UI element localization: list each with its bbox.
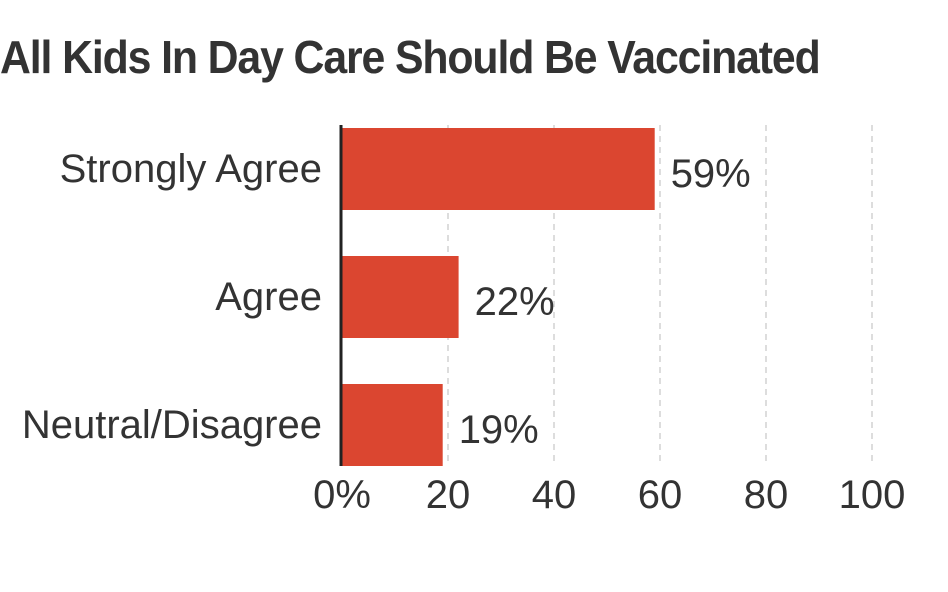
value-label-neutral-disagree: 19% — [459, 408, 539, 452]
category-labels: Strongly Agree Agree Neutral/Disagree — [22, 147, 322, 447]
bar-strongly-agree — [342, 128, 655, 210]
value-labels: 59% 22% 19% — [459, 152, 751, 452]
bars — [342, 128, 655, 466]
category-label-agree: Agree — [215, 275, 322, 319]
x-tick-label-100: 100 — [839, 473, 906, 517]
category-label-strongly-agree: Strongly Agree — [60, 147, 322, 191]
x-tick-label-60: 60 — [638, 473, 683, 517]
bar-neutral-disagree — [342, 384, 443, 466]
x-tick-label-80: 80 — [744, 473, 789, 517]
x-tick-label-20: 20 — [426, 473, 471, 517]
x-tick-label-0: 0% — [313, 473, 371, 517]
chart-title: All Kids In Day Care Should Be Vaccinate… — [0, 31, 821, 83]
x-axis-ticks: 0% 20 40 60 80 100 — [313, 473, 905, 517]
category-label-neutral-disagree: Neutral/Disagree — [22, 403, 322, 447]
bar-agree — [342, 256, 459, 338]
value-label-agree: 22% — [475, 280, 555, 324]
value-label-strongly-agree: 59% — [671, 152, 751, 196]
x-tick-label-40: 40 — [532, 473, 577, 517]
